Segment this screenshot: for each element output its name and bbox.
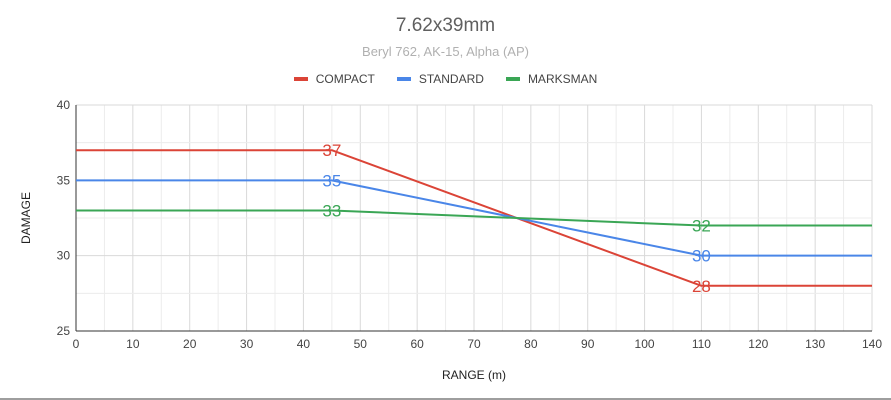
chart-subtitle: Beryl 762, AK-15, Alpha (AP) [362,44,529,59]
legend-label-marksman: MARKSMAN [527,72,598,86]
x-tick-label: 120 [748,337,768,351]
data-label-compact: 37 [322,141,341,160]
x-tick-label: 40 [297,337,311,351]
x-tick-label: 110 [692,337,711,351]
x-tick-label: 100 [635,337,655,351]
legend-label-compact: COMPACT [315,72,375,86]
legend: COMPACT STANDARD MARKSMAN [0,72,891,86]
y-tick-label: 30 [57,249,71,263]
y-tick-label: 25 [57,324,71,338]
x-tick-label: 80 [524,337,538,351]
x-tick-label: 0 [73,337,80,351]
x-tick-label: 70 [467,337,481,351]
data-label-standard: 30 [692,247,711,266]
x-tick-label: 60 [410,337,424,351]
chart-title: 7.62x39mm [395,15,496,36]
y-tick-label: 40 [57,98,71,112]
data-label-compact: 28 [692,277,711,296]
x-tick-label: 140 [862,337,882,351]
x-tick-label: 50 [354,337,368,351]
y-axis-title: DAMAGE [19,192,33,244]
legend-label-standard: STANDARD [418,72,484,86]
y-tick-label: 35 [57,173,71,187]
legend-item-marksman[interactable]: MARKSMAN [505,72,598,86]
x-tick-label: 90 [581,337,595,351]
x-tick-label: 20 [183,337,197,351]
legend-swatch-marksman [505,77,520,81]
legend-item-standard[interactable]: STANDARD [396,72,484,86]
x-axis-title: RANGE (m) [442,368,506,382]
x-tick-label: 30 [240,337,254,351]
legend-swatch-compact [293,77,308,81]
data-label-marksman: 33 [322,201,341,220]
legend-swatch-standard [396,77,411,81]
data-label-standard: 35 [322,171,341,190]
x-tick-label: 130 [805,337,825,351]
series-line-marksman [76,209,872,227]
bottom-rule [0,398,891,400]
x-tick-label: 10 [126,337,140,351]
data-label-marksman: 32 [692,217,711,236]
legend-item-compact[interactable]: COMPACT [293,72,375,86]
